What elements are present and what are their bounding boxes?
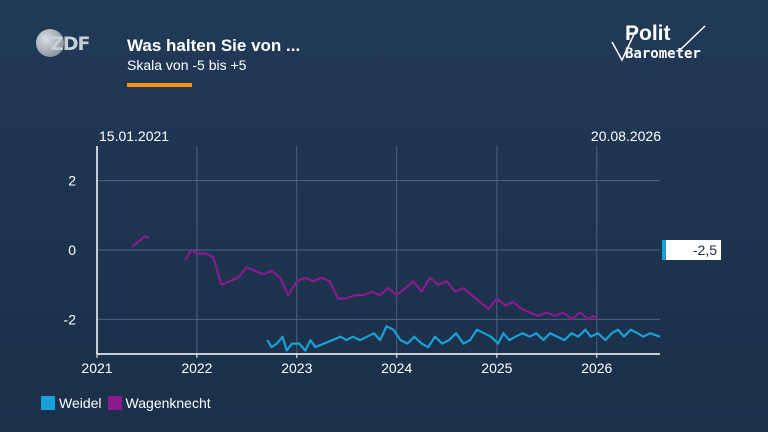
chart-ticks: 2 0 -2 2021 2022 2023 2024 2025 2026 bbox=[64, 173, 613, 376]
x-tick-label: 2026 bbox=[581, 360, 612, 376]
latest-value-box: -2,5 bbox=[662, 240, 721, 260]
politbarometer-logo-line2: Barometer bbox=[625, 46, 701, 62]
zdf-logo-disc bbox=[36, 29, 64, 57]
date-range-end: 20.08.2026 bbox=[590, 128, 661, 144]
series-line-weidel bbox=[266, 325, 661, 352]
latest-value-label: -2,5 bbox=[692, 242, 717, 258]
latest-value-stripe bbox=[662, 240, 666, 260]
legend-item-wagenknecht: Wagenknecht bbox=[107, 395, 211, 411]
politbarometer-logo-line1: Polit bbox=[625, 22, 671, 45]
legend-swatch-weidel bbox=[41, 396, 55, 410]
zdf-logo: ZDF bbox=[36, 29, 91, 57]
series-line-wagenknecht bbox=[131, 235, 150, 248]
chart-grid bbox=[96, 146, 660, 355]
title-accent-bar bbox=[127, 83, 192, 87]
politbarometer-check-icon bbox=[611, 25, 706, 62]
zdf-logo-text: ZDF bbox=[50, 33, 91, 55]
chart-title: Was halten Sie von ... bbox=[127, 36, 301, 55]
chart-subtitle: Skala von -5 bis +5 bbox=[127, 57, 247, 73]
legend-label-wagenknecht: Wagenknecht bbox=[125, 395, 211, 411]
y-tick-label: 2 bbox=[68, 173, 76, 189]
legend: Weidel Wagenknecht bbox=[41, 395, 217, 411]
legend-swatch-wagenknecht bbox=[107, 396, 122, 410]
series-line-wagenknecht bbox=[184, 248, 599, 321]
x-tick-label: 2024 bbox=[381, 360, 412, 376]
y-tick-label: -2 bbox=[64, 311, 77, 327]
chart-series bbox=[131, 235, 661, 352]
y-tick-label: 0 bbox=[68, 242, 76, 258]
politbarometer-logo: Polit Barometer bbox=[610, 22, 720, 72]
x-tick-label: 2025 bbox=[481, 360, 512, 376]
x-tick-label: 2022 bbox=[181, 360, 212, 376]
date-range-start: 15.01.2021 bbox=[99, 128, 170, 144]
x-tick-label: 2023 bbox=[281, 360, 312, 376]
legend-item-weidel: Weidel bbox=[41, 395, 102, 411]
legend-label-weidel: Weidel bbox=[59, 395, 102, 411]
x-tick-label: 2021 bbox=[81, 360, 112, 376]
